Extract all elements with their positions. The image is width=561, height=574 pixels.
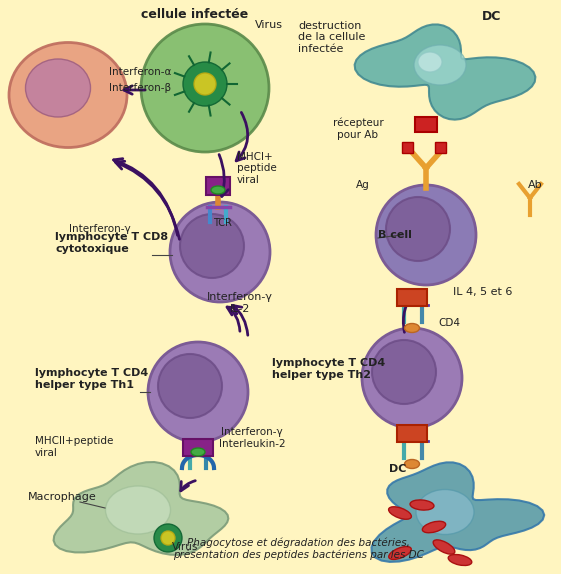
Text: B cell: B cell [378,230,412,240]
Ellipse shape [9,42,127,148]
Text: Phagocytose et dégradation des bactéries,
présentation des peptides bactériens p: Phagocytose et dégradation des bactéries… [173,537,424,560]
Text: Interferon-α: Interferon-α [109,67,171,77]
FancyBboxPatch shape [206,177,230,195]
Text: Ag: Ag [356,180,370,190]
Ellipse shape [105,486,171,534]
Text: TCR: TCR [213,218,232,228]
FancyBboxPatch shape [415,117,437,132]
Circle shape [170,202,270,302]
FancyBboxPatch shape [183,439,213,456]
Text: Virus: Virus [255,20,283,30]
Circle shape [180,214,244,278]
Ellipse shape [25,59,90,117]
Circle shape [154,524,182,552]
Text: DC: DC [389,464,407,474]
Ellipse shape [404,324,420,332]
Ellipse shape [422,521,445,533]
Text: lymphocyte T CD8
cytotoxique: lymphocyte T CD8 cytotoxique [55,232,168,254]
Ellipse shape [416,490,474,534]
Text: Macrophage: Macrophage [28,492,96,502]
Text: Interferon-γ
Interleukin-2: Interferon-γ Interleukin-2 [219,428,286,449]
Circle shape [376,185,476,285]
Polygon shape [54,462,228,555]
Text: Ab: Ab [528,180,542,190]
Text: lymphocyte T CD4
helper type Th1: lymphocyte T CD4 helper type Th1 [35,369,148,390]
Circle shape [183,62,227,106]
Text: récepteur
pour Ab: récepteur pour Ab [333,118,383,140]
FancyBboxPatch shape [435,142,446,153]
FancyBboxPatch shape [402,142,413,153]
Text: CD4: CD4 [438,318,460,328]
Text: Virus: Virus [172,542,199,552]
Ellipse shape [448,554,472,565]
Ellipse shape [389,507,411,519]
Circle shape [148,342,248,442]
Text: DC: DC [482,10,502,23]
FancyBboxPatch shape [397,289,427,306]
Text: Interferon-γ: Interferon-γ [69,224,131,234]
Ellipse shape [389,546,411,560]
Circle shape [194,73,216,95]
Text: lymphocyte T CD4
helper type Th2: lymphocyte T CD4 helper type Th2 [272,358,385,380]
Ellipse shape [418,52,442,72]
Ellipse shape [414,45,466,85]
Ellipse shape [191,448,205,456]
Text: MHCI+
peptide
viral: MHCI+ peptide viral [237,152,277,185]
Ellipse shape [404,460,420,468]
Circle shape [161,531,175,545]
Circle shape [141,24,269,152]
Text: MHCII+peptide
viral: MHCII+peptide viral [35,436,113,458]
Ellipse shape [211,186,225,194]
Text: Interferon-β: Interferon-β [109,83,171,93]
Text: Interferon-γ
IL-2: Interferon-γ IL-2 [207,292,273,314]
FancyBboxPatch shape [397,425,427,442]
Ellipse shape [410,500,434,510]
Text: cellule infectée: cellule infectée [141,8,249,21]
Circle shape [158,354,222,418]
Text: destruction
de la cellule
infectée: destruction de la cellule infectée [298,21,365,54]
Text: IL 4, 5 et 6: IL 4, 5 et 6 [453,287,513,297]
Circle shape [372,340,436,404]
Polygon shape [371,463,544,562]
Polygon shape [355,25,535,119]
Ellipse shape [433,540,455,554]
Circle shape [386,197,450,261]
Circle shape [362,328,462,428]
